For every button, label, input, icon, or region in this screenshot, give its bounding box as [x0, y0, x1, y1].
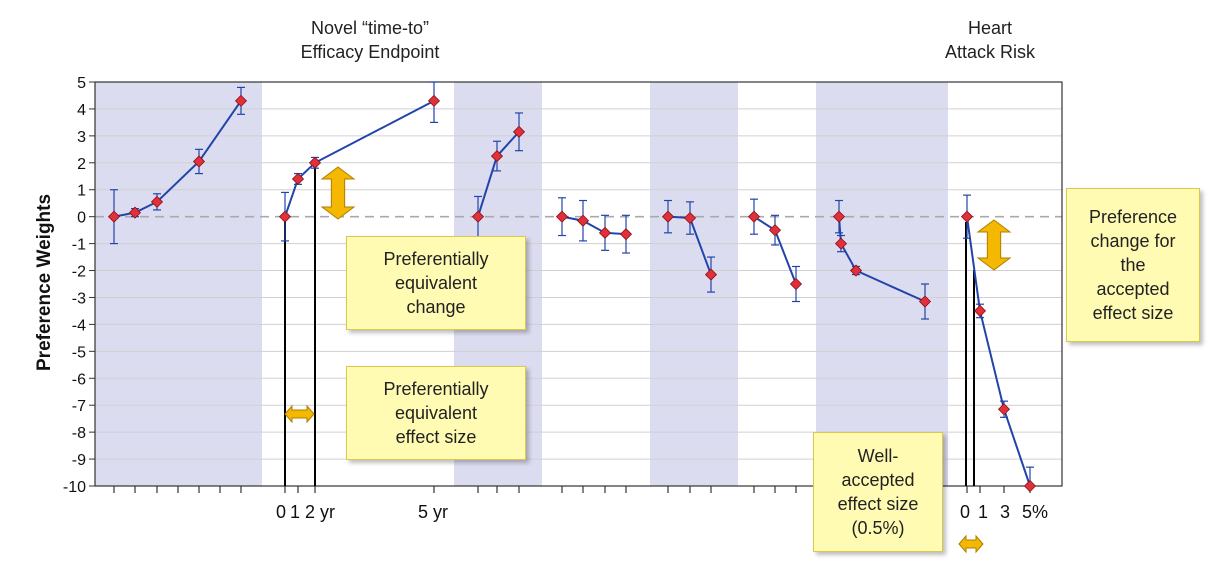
data-point [308, 156, 322, 169]
data-point [490, 150, 504, 163]
y-tick-label: 3 [77, 129, 86, 146]
reference-lines [284, 162, 975, 486]
y-tick-label: -3 [72, 290, 86, 307]
x-tick-label: 1 [290, 502, 301, 522]
data-point [427, 94, 441, 107]
attribute-band [95, 82, 262, 486]
data-point [192, 155, 206, 168]
y-tick-label: 5 [77, 75, 86, 92]
double-arrow-icon [320, 166, 356, 220]
data-point [747, 210, 761, 223]
equivalent-effect-size-callout: Preferentially equivalent effect size [346, 366, 526, 460]
data-point [598, 226, 612, 239]
data-point [832, 210, 846, 223]
y-tick-label: -1 [72, 237, 86, 254]
attribute-band [650, 82, 738, 486]
callout-line: accepted [1096, 279, 1170, 299]
callout-line: Preferentially [383, 249, 489, 269]
double-arrow-icon [284, 404, 315, 424]
x-tick-label: 1 [978, 502, 989, 522]
series-line [284, 99, 435, 217]
callout-line: equivalent [394, 273, 478, 293]
data-point [789, 277, 803, 291]
data-point [512, 125, 526, 138]
preference-change-accepted-callout: Preference change for the accepted effec… [1066, 188, 1200, 342]
y-tick-label: -4 [72, 317, 86, 334]
header-line: Efficacy Endpoint [300, 42, 440, 62]
data-point [973, 304, 987, 317]
efficacy-endpoint-header: Novel “time-to” Efficacy Endpoint [240, 16, 500, 64]
arrow-annotations [284, 166, 1012, 554]
callout-line: Preferentially [383, 379, 489, 399]
series-line [838, 216, 926, 303]
y-tick-label: 2 [77, 156, 86, 173]
x-tick-label: 5 yr [418, 502, 449, 522]
data-point [107, 210, 121, 223]
series-line [561, 215, 627, 236]
callout-line: change for [1090, 231, 1176, 251]
heart-attack-header: Heart Attack Risk [910, 16, 1070, 64]
y-tick-label: -6 [72, 371, 86, 388]
data-point [960, 210, 974, 223]
y-tick-label: 0 [77, 210, 86, 227]
plot-frame [94, 81, 1063, 487]
equivalent-change-callout: Preferentially equivalent change [346, 236, 526, 330]
header-line: Attack Risk [944, 42, 1036, 62]
callout-line: change [406, 297, 466, 317]
data-point [918, 295, 932, 308]
x-tick-label: 5% [1022, 502, 1049, 522]
data-point [291, 172, 305, 186]
x-tick-label: 3 [1000, 502, 1011, 522]
y-tick-label: -9 [72, 452, 86, 469]
data-point [234, 94, 248, 107]
plot-border [94, 81, 1063, 487]
x-tick-label: 2 yr [305, 502, 336, 522]
callout-line: (0.5%) [851, 518, 905, 538]
data-point [278, 210, 292, 223]
double-arrow-icon [958, 534, 984, 554]
data-point [576, 214, 590, 227]
data-point [997, 403, 1011, 416]
data-point [128, 206, 142, 219]
y-tick-label: -10 [63, 479, 86, 496]
data-point [150, 195, 164, 208]
x-tick-label: 0 [960, 502, 971, 522]
header-line: Novel “time-to” [310, 18, 430, 38]
callout-line: accepted [841, 470, 915, 490]
y-axis-label: Preference Weights [34, 193, 55, 371]
data-point [849, 264, 863, 277]
y-tick-label: 1 [77, 183, 86, 200]
callout-line: the [1120, 255, 1146, 275]
y-tick-label: -5 [72, 344, 86, 361]
data-point [768, 224, 782, 237]
well-accepted-effect-size-callout: Well- accepted effect size (0.5%) [813, 432, 943, 552]
series-line [966, 216, 1031, 487]
callout-line: Well- [857, 446, 899, 466]
data-point [704, 268, 718, 281]
x-tick-label: 0 [276, 502, 287, 522]
double-arrow-icon [976, 219, 1012, 271]
data-point [661, 210, 675, 223]
data-point [619, 228, 633, 241]
y-tick-label: -2 [72, 264, 86, 281]
callout-line: effect size [837, 494, 919, 514]
callout-line: Preference [1088, 207, 1178, 227]
y-tick-label: -8 [72, 425, 86, 442]
y-tick-label: 4 [77, 102, 86, 119]
y-tick-label: -7 [72, 398, 86, 415]
callout-line: equivalent [394, 403, 478, 423]
data-point [834, 237, 848, 250]
header-line: Heart [967, 18, 1012, 38]
y-axis-ticks: 5 4 3 2 1 0 -1 -2 -3 -4 -5 -6 -7 -8 -9 -10 [63, 75, 95, 496]
callout-line: effect size [395, 427, 477, 447]
callout-line: effect size [1092, 303, 1174, 323]
data-point [1023, 479, 1037, 493]
data-point [555, 210, 569, 223]
data-point [683, 211, 697, 225]
data-point [471, 210, 485, 223]
